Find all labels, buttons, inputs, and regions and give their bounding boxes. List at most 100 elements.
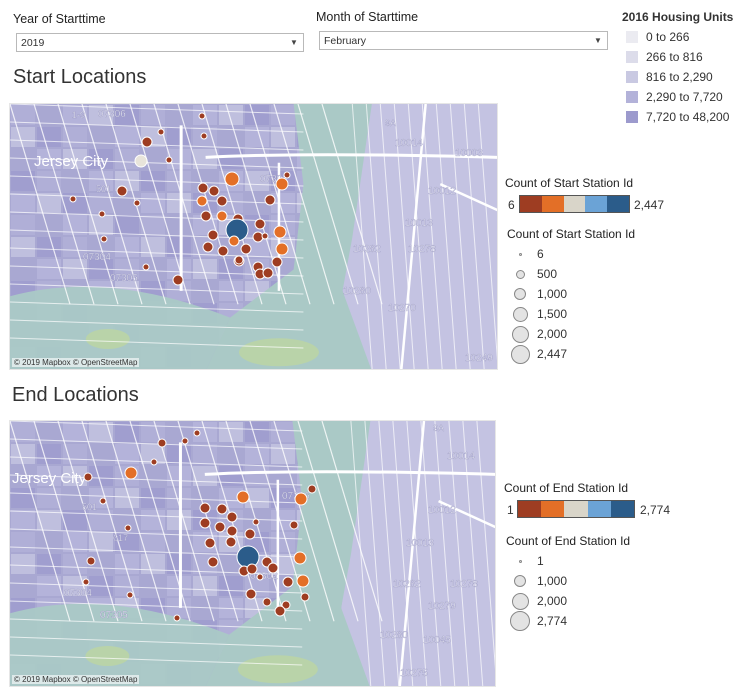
station-marker[interactable] — [216, 195, 228, 207]
station-marker[interactable] — [261, 232, 269, 240]
station-marker[interactable] — [264, 194, 276, 206]
station-marker[interactable] — [207, 556, 219, 568]
station-marker[interactable] — [199, 517, 211, 529]
station-marker[interactable] — [244, 528, 256, 540]
year-dropdown[interactable]: 2019 ▼ — [16, 33, 304, 52]
station-marker[interactable] — [150, 458, 158, 466]
station-marker[interactable] — [240, 243, 252, 255]
station-marker[interactable] — [293, 551, 307, 565]
station-marker[interactable] — [172, 274, 184, 286]
station-marker[interactable] — [300, 592, 310, 602]
size-legend-item[interactable]: 1,000 — [507, 571, 567, 591]
station-marker[interactable] — [86, 556, 96, 566]
station-marker[interactable] — [289, 520, 299, 530]
station-marker[interactable] — [225, 536, 237, 548]
station-marker[interactable] — [246, 563, 258, 575]
station-marker[interactable] — [142, 263, 150, 271]
station-marker[interactable] — [207, 229, 219, 241]
station-marker[interactable] — [236, 490, 250, 504]
station-marker[interactable] — [224, 171, 240, 187]
station-marker[interactable] — [226, 525, 238, 537]
station-marker[interactable] — [226, 511, 238, 523]
station-marker[interactable] — [271, 256, 283, 268]
month-dropdown[interactable]: February ▼ — [319, 31, 608, 50]
station-marker[interactable] — [202, 241, 214, 253]
size-legend-item[interactable]: 2,000 — [507, 324, 567, 344]
housing-legend-item[interactable]: 816 to 2,290 — [626, 67, 729, 87]
station-marker[interactable] — [274, 605, 286, 617]
station-marker[interactable] — [294, 492, 308, 506]
housing-legend-item[interactable]: 0 to 266 — [626, 27, 729, 47]
end-map-canvas[interactable]: Jersey City07306073040730507302100141001… — [10, 421, 496, 687]
station-marker[interactable] — [262, 267, 274, 279]
station-marker[interactable] — [69, 195, 77, 203]
station-marker[interactable] — [141, 136, 153, 148]
station-marker[interactable] — [236, 545, 260, 569]
start-locations-map[interactable]: Jersey City 07306 07304 07305 07302 10014 1000… — [9, 103, 498, 370]
end-locations-map[interactable]: Jersey City07306073040730507302100141001… — [9, 420, 496, 687]
station-marker[interactable] — [157, 128, 165, 136]
station-marker[interactable] — [82, 578, 90, 586]
station-marker[interactable] — [196, 195, 208, 207]
station-marker[interactable] — [281, 600, 291, 610]
size-legend-item[interactable]: 2,000 — [507, 591, 567, 611]
station-marker[interactable] — [267, 562, 279, 574]
start-color-ramp[interactable] — [519, 195, 630, 213]
station-marker[interactable] — [197, 182, 209, 194]
station-marker[interactable] — [208, 185, 220, 197]
station-marker[interactable] — [100, 235, 108, 243]
station-marker[interactable] — [217, 245, 229, 257]
station-marker[interactable] — [307, 484, 317, 494]
station-marker[interactable] — [216, 503, 228, 515]
station-marker[interactable] — [252, 518, 260, 526]
station-marker[interactable] — [173, 614, 181, 622]
station-marker[interactable] — [254, 218, 266, 230]
station-marker[interactable] — [282, 576, 294, 588]
station-marker[interactable] — [157, 438, 167, 448]
station-marker[interactable] — [165, 156, 173, 164]
size-legend-item[interactable]: 1,000 — [507, 284, 567, 304]
station-marker[interactable] — [124, 466, 138, 480]
station-marker[interactable] — [204, 537, 216, 549]
end-color-ramp[interactable] — [517, 500, 635, 518]
size-legend-item[interactable]: 2,774 — [507, 611, 567, 631]
station-marker[interactable] — [116, 185, 128, 197]
station-marker[interactable] — [216, 210, 228, 222]
chevron-down-icon[interactable]: ▼ — [290, 38, 298, 47]
station-marker[interactable] — [200, 132, 208, 140]
station-marker[interactable] — [214, 521, 226, 533]
station-marker[interactable] — [193, 429, 201, 437]
station-marker[interactable] — [275, 177, 289, 191]
station-marker[interactable] — [98, 210, 106, 218]
size-legend-item[interactable]: 500 — [507, 264, 557, 284]
station-marker[interactable] — [245, 588, 257, 600]
housing-legend-item[interactable]: 2,290 to 7,720 — [626, 87, 729, 107]
station-marker[interactable] — [228, 235, 240, 247]
station-marker[interactable] — [134, 154, 148, 168]
size-legend-item[interactable]: 6 — [507, 244, 544, 264]
station-marker[interactable] — [283, 171, 291, 179]
station-marker[interactable] — [99, 497, 107, 505]
station-marker[interactable] — [83, 472, 93, 482]
station-marker[interactable] — [199, 502, 211, 514]
station-marker[interactable] — [262, 597, 272, 607]
station-marker[interactable] — [181, 437, 189, 445]
station-marker[interactable] — [133, 199, 141, 207]
size-legend-item[interactable]: 1,500 — [507, 304, 567, 324]
station-marker[interactable] — [198, 112, 206, 120]
station-marker[interactable] — [252, 231, 264, 243]
start-map-canvas[interactable]: Jersey City 07306 07304 07305 07302 10014 1000… — [10, 104, 498, 370]
station-marker[interactable] — [234, 255, 244, 265]
housing-legend-item[interactable]: 266 to 816 — [626, 47, 729, 67]
housing-legend-item[interactable]: 7,720 to 48,200 — [626, 107, 729, 127]
station-marker[interactable] — [273, 225, 287, 239]
station-marker[interactable] — [124, 524, 132, 532]
station-marker[interactable] — [256, 573, 264, 581]
size-legend-item[interactable]: 1 — [507, 551, 544, 571]
chevron-down-icon[interactable]: ▼ — [594, 36, 602, 45]
station-marker[interactable] — [296, 574, 310, 588]
station-marker[interactable] — [126, 591, 134, 599]
size-legend-item[interactable]: 2,447 — [507, 344, 567, 364]
station-marker[interactable] — [200, 210, 212, 222]
station-marker[interactable] — [275, 242, 289, 256]
